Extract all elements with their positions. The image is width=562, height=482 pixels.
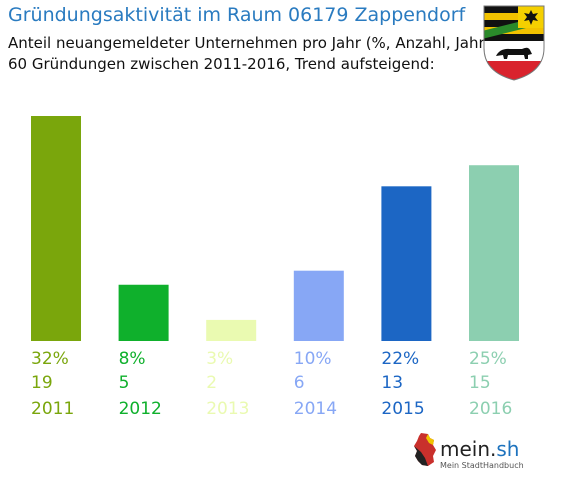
- percent-label-2014: 10%: [294, 349, 332, 369]
- bar-2012: [118, 284, 169, 341]
- brand-name: mein.sh: [440, 437, 520, 461]
- percent-label-2013: 3%: [206, 349, 233, 369]
- percent-label-2011: 32%: [31, 349, 69, 369]
- percent-label-2015: 22%: [381, 349, 419, 369]
- count-label-2011: 19: [31, 373, 53, 393]
- count-label-2013: 2: [206, 373, 217, 393]
- bar-2014: [293, 270, 344, 341]
- saxony-anhalt-coat-of-arms-icon: [483, 5, 545, 81]
- year-label-2016: 2016: [469, 399, 512, 419]
- brand-tagline: Mein StadtHandbuch: [440, 461, 524, 470]
- bar-2015: [381, 186, 432, 341]
- bar-2013: [206, 319, 257, 341]
- count-label-2012: 5: [119, 373, 130, 393]
- chart-subtitle-2: 60 Gründungen zwischen 2011-2016, Trend …: [8, 55, 435, 73]
- percent-label-2012: 8%: [119, 349, 146, 369]
- chart-title: Gründungsaktivität im Raum 06179 Zappend…: [8, 4, 466, 26]
- year-label-2015: 2015: [381, 399, 424, 419]
- count-label-2016: 15: [469, 373, 491, 393]
- count-label-2014: 6: [294, 373, 305, 393]
- year-label-2013: 2013: [206, 399, 249, 419]
- chart-subtitle-1: Anteil neuangemeldeter Unternehmen pro J…: [8, 34, 491, 52]
- year-label-2011: 2011: [31, 399, 74, 419]
- germany-map-icon: [414, 433, 436, 466]
- bar-2016: [469, 165, 519, 341]
- year-label-2012: 2012: [119, 399, 162, 419]
- count-label-2015: 13: [381, 373, 403, 393]
- bar-2011: [31, 116, 81, 341]
- percent-label-2016: 25%: [469, 349, 507, 369]
- year-label-2014: 2014: [294, 399, 337, 419]
